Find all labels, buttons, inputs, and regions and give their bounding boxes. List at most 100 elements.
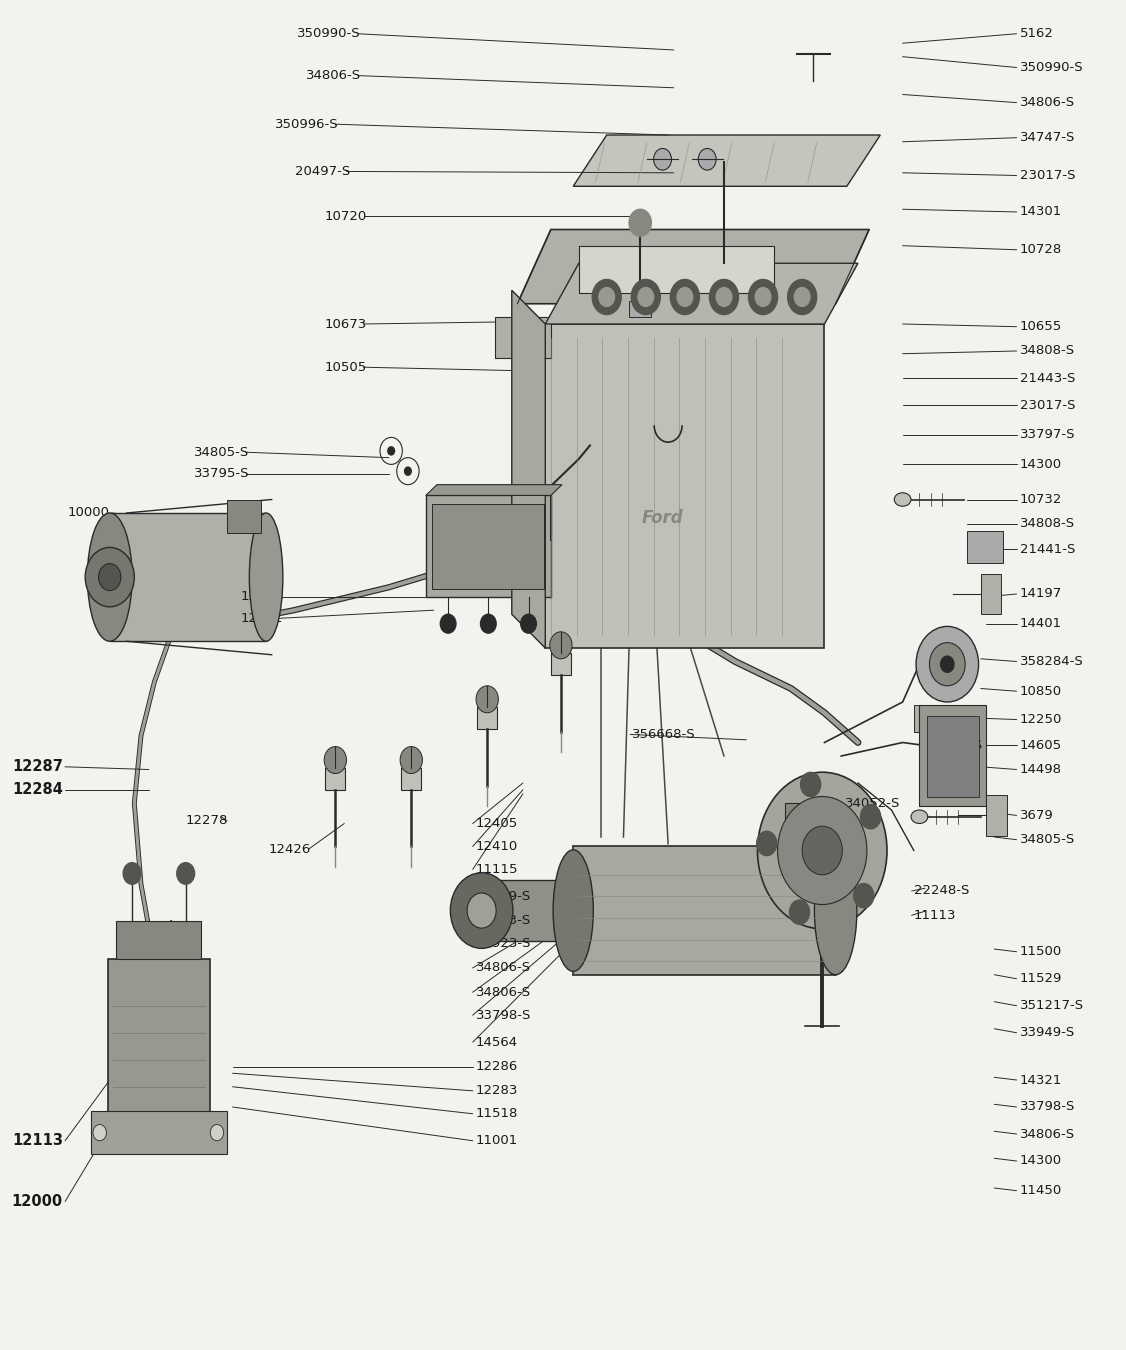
Bar — [426, 495, 551, 597]
Text: 10673: 10673 — [324, 317, 367, 331]
Circle shape — [756, 288, 771, 306]
Text: 11001: 11001 — [476, 1134, 518, 1148]
Text: 34747-S: 34747-S — [1020, 131, 1075, 144]
Text: 12287: 12287 — [12, 759, 63, 775]
Circle shape — [99, 564, 120, 591]
Bar — [325, 768, 346, 790]
Circle shape — [787, 279, 816, 315]
Bar — [116, 921, 202, 958]
Text: 12278: 12278 — [186, 814, 229, 828]
Bar — [927, 716, 978, 796]
Circle shape — [917, 626, 978, 702]
Text: 5162: 5162 — [1020, 27, 1054, 40]
Circle shape — [440, 614, 456, 633]
Text: 33795-S: 33795-S — [194, 467, 249, 481]
Text: 356668-S: 356668-S — [633, 728, 696, 741]
Text: 34805-S: 34805-S — [194, 446, 249, 459]
Text: 34806-S: 34806-S — [476, 986, 531, 999]
Bar — [914, 705, 981, 732]
Circle shape — [549, 632, 572, 659]
Circle shape — [677, 288, 692, 306]
Text: 14321: 14321 — [1020, 1073, 1062, 1087]
Bar — [109, 513, 266, 641]
Text: 14498: 14498 — [1020, 763, 1062, 776]
Bar — [786, 803, 816, 846]
Text: 12281: 12281 — [241, 612, 283, 625]
Text: 20497-S: 20497-S — [295, 165, 350, 178]
Circle shape — [940, 656, 954, 672]
Text: 34079-S: 34079-S — [476, 890, 531, 903]
Text: 14564: 14564 — [476, 1035, 518, 1049]
Ellipse shape — [911, 810, 928, 824]
Circle shape — [599, 288, 615, 306]
Bar — [107, 958, 211, 1114]
Bar — [477, 707, 498, 729]
Text: 11113: 11113 — [914, 909, 956, 922]
Circle shape — [758, 772, 887, 929]
Text: 10000: 10000 — [68, 506, 109, 520]
Text: 12283: 12283 — [476, 1084, 518, 1098]
Circle shape — [476, 686, 499, 713]
Text: 12286: 12286 — [476, 1060, 518, 1073]
Text: 12113: 12113 — [12, 1133, 63, 1149]
Text: 12426: 12426 — [268, 842, 311, 856]
Text: 10655: 10655 — [1020, 320, 1062, 333]
Text: 23017-S: 23017-S — [1020, 169, 1075, 182]
Circle shape — [698, 148, 716, 170]
Circle shape — [802, 826, 842, 875]
Polygon shape — [426, 485, 562, 495]
Text: 14197: 14197 — [1020, 587, 1062, 601]
Bar — [986, 795, 1007, 836]
Bar — [579, 246, 775, 293]
Bar — [227, 500, 260, 533]
Circle shape — [860, 805, 881, 829]
Text: 12284: 12284 — [12, 782, 63, 798]
Text: 14605: 14605 — [1020, 738, 1062, 752]
Text: 33798-S: 33798-S — [476, 1008, 531, 1022]
Bar — [498, 880, 578, 941]
Text: 14300: 14300 — [1020, 1154, 1062, 1168]
Ellipse shape — [249, 513, 283, 641]
Text: 350990-S: 350990-S — [1020, 61, 1083, 74]
Polygon shape — [517, 230, 869, 304]
Circle shape — [467, 894, 497, 929]
Text: 12410: 12410 — [476, 840, 518, 853]
Circle shape — [929, 643, 965, 686]
Circle shape — [211, 1125, 224, 1141]
Text: 33949-S: 33949-S — [1020, 1026, 1075, 1040]
Text: 33923-S: 33923-S — [476, 937, 531, 950]
Bar — [629, 301, 651, 317]
Ellipse shape — [894, 493, 911, 506]
Text: 10732: 10732 — [1020, 493, 1062, 506]
Text: 14401: 14401 — [1020, 617, 1062, 630]
Text: 34803-S: 34803-S — [476, 914, 531, 927]
Circle shape — [450, 873, 513, 948]
Circle shape — [404, 467, 411, 475]
Text: 34052-S: 34052-S — [844, 796, 900, 810]
Text: 12250: 12250 — [1020, 713, 1062, 726]
Polygon shape — [495, 317, 551, 358]
Bar — [432, 504, 544, 589]
Circle shape — [400, 747, 422, 774]
Text: 11500: 11500 — [1020, 945, 1062, 958]
Text: 11115: 11115 — [476, 863, 519, 876]
Text: 23017-S: 23017-S — [1020, 398, 1075, 412]
Bar — [920, 705, 986, 806]
Circle shape — [632, 279, 660, 315]
Text: 350996-S: 350996-S — [275, 117, 339, 131]
Circle shape — [757, 832, 777, 856]
Circle shape — [716, 288, 732, 306]
Text: Ford: Ford — [642, 509, 683, 528]
Bar — [967, 531, 1003, 563]
Bar — [573, 846, 835, 975]
Ellipse shape — [814, 846, 857, 975]
Text: 14301: 14301 — [1020, 205, 1062, 219]
Text: 12000: 12000 — [11, 1193, 63, 1210]
Circle shape — [629, 209, 651, 236]
Bar — [91, 1111, 227, 1154]
Circle shape — [481, 614, 497, 633]
Text: 48843-S: 48843-S — [927, 738, 982, 752]
Circle shape — [778, 796, 867, 905]
Circle shape — [93, 1125, 106, 1141]
Text: 11518: 11518 — [476, 1107, 518, 1120]
